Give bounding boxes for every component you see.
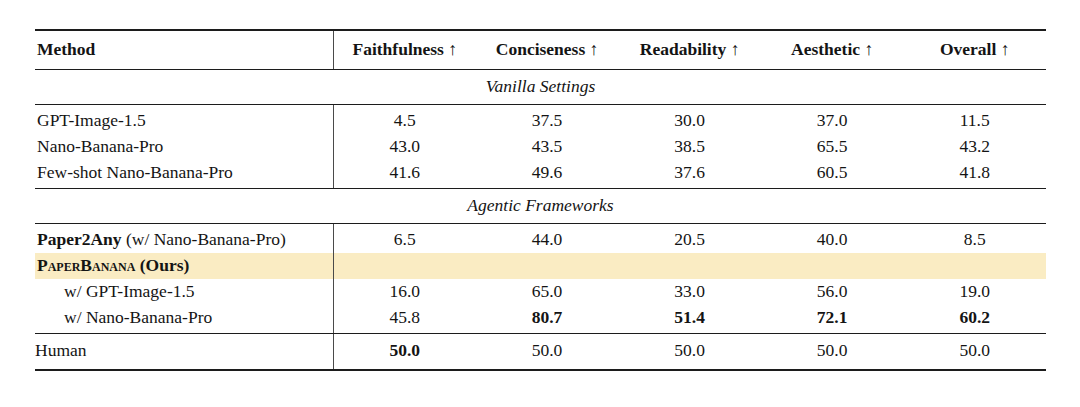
cell-aesthetic: 56.0 bbox=[761, 279, 904, 305]
method-label: Paper2Any (w/ Nano-Banana-Pro) bbox=[35, 224, 333, 254]
cell-faithfulness: 43.0 bbox=[333, 134, 476, 160]
empty-cell bbox=[476, 253, 619, 279]
cell-overall: 8.5 bbox=[903, 224, 1046, 254]
empty-cell bbox=[333, 253, 476, 279]
cell-conciseness: 43.5 bbox=[476, 134, 619, 160]
cell-readability: 37.6 bbox=[618, 160, 761, 189]
cell-faithfulness: 16.0 bbox=[333, 279, 476, 305]
col-header-aesthetic: Aesthetic ↑ bbox=[761, 30, 904, 70]
table-row-gpt-image: GPT-Image-1.5 4.5 37.5 30.0 37.0 11.5 bbox=[35, 105, 1046, 135]
table-row-human: Human 50.0 50.0 50.0 50.0 50.0 bbox=[35, 334, 1046, 371]
cell-conciseness: 37.5 bbox=[476, 105, 619, 135]
empty-cell bbox=[903, 253, 1046, 279]
cell-faithfulness: 6.5 bbox=[333, 224, 476, 254]
col-header-readability: Readability ↑ bbox=[618, 30, 761, 70]
cell-readability: 38.5 bbox=[618, 134, 761, 160]
cell-faithfulness: 45.8 bbox=[333, 305, 476, 334]
method-label: Few-shot Nano-Banana-Pro bbox=[35, 160, 333, 189]
header-row: Method Faithfulness ↑ Conciseness ↑ Read… bbox=[35, 30, 1046, 70]
cell-aesthetic: 37.0 bbox=[761, 105, 904, 135]
cell-readability: 20.5 bbox=[618, 224, 761, 254]
cell-readability: 51.4 bbox=[618, 305, 761, 334]
cell-overall: 60.2 bbox=[903, 305, 1046, 334]
empty-cell bbox=[761, 253, 904, 279]
table-row-paperbanana-ours: PaperBanana (Ours) bbox=[35, 253, 1046, 279]
cell-conciseness: 44.0 bbox=[476, 224, 619, 254]
empty-cell bbox=[618, 253, 761, 279]
cell-faithfulness: 41.6 bbox=[333, 160, 476, 189]
table-row-paperbanana-gpt: w/ GPT-Image-1.5 16.0 65.0 33.0 56.0 19.… bbox=[35, 279, 1046, 305]
table-row-nano-banana: Nano-Banana-Pro 43.0 43.5 38.5 65.5 43.2 bbox=[35, 134, 1046, 160]
cell-aesthetic: 72.1 bbox=[761, 305, 904, 334]
method-label: w/ Nano-Banana-Pro bbox=[35, 305, 333, 334]
table-row-paperbanana-nano: w/ Nano-Banana-Pro 45.8 80.7 51.4 72.1 6… bbox=[35, 305, 1046, 334]
table-row-fewshot-nano: Few-shot Nano-Banana-Pro 41.6 49.6 37.6 … bbox=[35, 160, 1046, 189]
table-row-paper2any: Paper2Any (w/ Nano-Banana-Pro) 6.5 44.0 … bbox=[35, 224, 1046, 254]
cell-conciseness: 65.0 bbox=[476, 279, 619, 305]
cell-readability: 30.0 bbox=[618, 105, 761, 135]
section-row-vanilla: Vanilla Settings bbox=[35, 70, 1046, 105]
col-header-faithfulness: Faithfulness ↑ bbox=[333, 30, 476, 70]
method-label: PaperBanana (Ours) bbox=[35, 253, 333, 279]
cell-overall: 50.0 bbox=[903, 334, 1046, 371]
cell-overall: 11.5 bbox=[903, 105, 1046, 135]
paper-table-page: Method Faithfulness ↑ Conciseness ↑ Read… bbox=[0, 0, 1080, 407]
section-row-agentic: Agentic Frameworks bbox=[35, 189, 1046, 224]
method-label: GPT-Image-1.5 bbox=[35, 105, 333, 135]
cell-overall: 19.0 bbox=[903, 279, 1046, 305]
section-title-vanilla: Vanilla Settings bbox=[35, 70, 1046, 105]
method-label: w/ GPT-Image-1.5 bbox=[35, 279, 333, 305]
evaluation-results-table: Method Faithfulness ↑ Conciseness ↑ Read… bbox=[35, 29, 1046, 371]
cell-conciseness: 80.7 bbox=[476, 305, 619, 334]
cell-aesthetic: 50.0 bbox=[761, 334, 904, 371]
cell-overall: 43.2 bbox=[903, 134, 1046, 160]
col-header-method: Method bbox=[35, 30, 333, 70]
cell-overall: 41.8 bbox=[903, 160, 1046, 189]
method-label: Human bbox=[35, 334, 333, 371]
method-name-bold: Paper2Any bbox=[37, 229, 122, 249]
cell-readability: 50.0 bbox=[618, 334, 761, 371]
cell-conciseness: 49.6 bbox=[476, 160, 619, 189]
cell-aesthetic: 40.0 bbox=[761, 224, 904, 254]
cell-conciseness: 50.0 bbox=[476, 334, 619, 371]
method-name-smallcaps: PaperBanana bbox=[37, 255, 135, 275]
method-label: Nano-Banana-Pro bbox=[35, 134, 333, 160]
method-name-suffix: (w/ Nano-Banana-Pro) bbox=[122, 229, 286, 249]
method-name-suffix: (Ours) bbox=[135, 255, 189, 275]
cell-aesthetic: 60.5 bbox=[761, 160, 904, 189]
cell-faithfulness: 50.0 bbox=[333, 334, 476, 371]
col-header-conciseness: Conciseness ↑ bbox=[476, 30, 619, 70]
cell-readability: 33.0 bbox=[618, 279, 761, 305]
section-title-agentic: Agentic Frameworks bbox=[35, 189, 1046, 224]
col-header-overall: Overall ↑ bbox=[903, 30, 1046, 70]
cell-faithfulness: 4.5 bbox=[333, 105, 476, 135]
cell-aesthetic: 65.5 bbox=[761, 134, 904, 160]
